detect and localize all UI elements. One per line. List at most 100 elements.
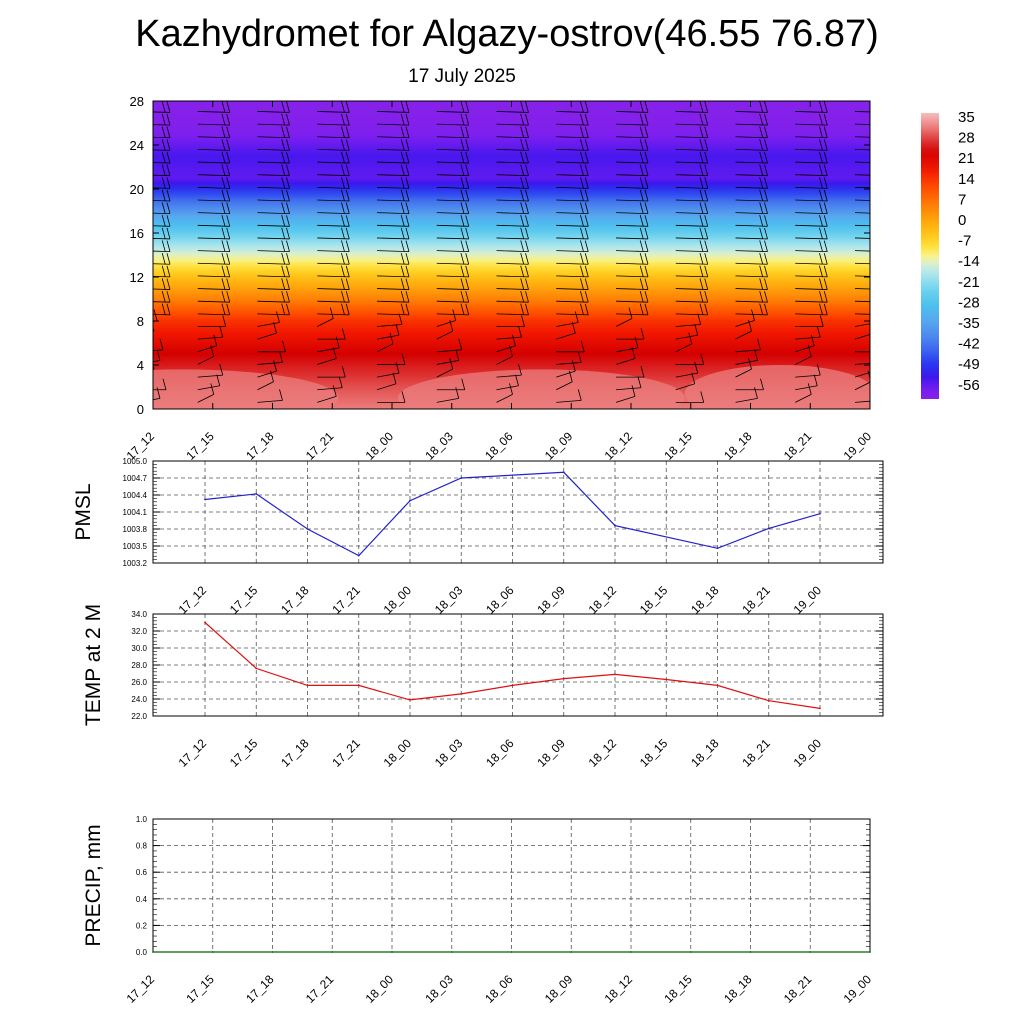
- data-point: [409, 499, 411, 502]
- wind-barb: [436, 278, 470, 290]
- wind-barb: [615, 303, 649, 316]
- wind-barb: [257, 351, 283, 365]
- wind-barb: [615, 227, 649, 240]
- colorbar-label: 28: [958, 130, 975, 147]
- data-point: [204, 621, 206, 624]
- wind-barb: [615, 202, 649, 215]
- wind-barb: [496, 189, 529, 202]
- wind-barb: [436, 357, 454, 378]
- wind-barb: [795, 164, 828, 177]
- warm-surface-spots: [153, 365, 870, 409]
- wind-barb: [197, 164, 231, 177]
- y-tick-label: 0.4: [136, 895, 148, 904]
- wind-barb: [436, 290, 470, 303]
- wind-barb: [735, 177, 768, 189]
- x-tick-label: 17_18: [278, 583, 312, 617]
- wind-barb: [317, 376, 343, 391]
- wind-barb: [556, 151, 589, 164]
- wind-barb: [197, 383, 215, 403]
- y-tick-label: 22.0: [131, 712, 147, 721]
- wind-barb: [317, 347, 337, 365]
- wind-barb: [556, 101, 589, 113]
- wind-barb: [496, 101, 529, 113]
- y-tick-label: 0.0: [136, 948, 148, 957]
- wind-barb: [556, 189, 589, 202]
- data-point: [450, 951, 453, 953]
- data-point: [255, 492, 258, 495]
- wind-barb: [615, 278, 649, 290]
- y-tick-label: 0.2: [136, 921, 148, 930]
- y-tick-label: 1004.1: [123, 508, 148, 517]
- wind-barb: [735, 338, 761, 353]
- data-point: [767, 527, 770, 530]
- data-point: [204, 498, 206, 501]
- x-tick-label: 18_15: [661, 972, 695, 1006]
- wind-barb: [854, 161, 870, 163]
- wind-barb: [854, 237, 870, 239]
- wind-barb: [153, 113, 171, 126]
- y-tick-label: 24.0: [131, 695, 147, 704]
- wind-barb: [317, 303, 350, 316]
- wind-barb: [376, 240, 410, 252]
- y-tick-label: 1.0: [136, 815, 148, 824]
- wind-barb: [616, 365, 645, 378]
- wind-barb: [496, 164, 529, 177]
- wind-barb: [855, 351, 870, 353]
- wind-barb: [615, 126, 649, 139]
- wind-barb: [376, 113, 410, 126]
- wind-barb: [854, 323, 870, 327]
- wind-barb: [377, 353, 406, 365]
- wind-barb: [556, 202, 589, 215]
- wind-barb: [153, 303, 171, 316]
- data-point: [562, 677, 565, 680]
- wind-barb: [556, 303, 589, 316]
- wind-barb: [615, 385, 636, 403]
- wind-barb: [854, 174, 870, 176]
- x-tick-label: 18_12: [586, 583, 620, 617]
- wind-barb: [436, 349, 460, 365]
- wind-barb: [436, 164, 470, 177]
- wind-barb: [854, 136, 870, 138]
- pmsl-chart: 1003.2 1003.5 1003.8 1004.1 1004.4 1004.7 1005…: [72, 457, 884, 617]
- y-axis-label: TEMP at 2 M: [82, 604, 105, 726]
- wind-barb: [436, 189, 470, 202]
- wind-barb: [197, 215, 231, 227]
- wind-barb: [496, 252, 529, 265]
- data-point: [306, 528, 309, 530]
- wind-barb: [257, 359, 277, 378]
- x-tick-label: 18_06: [482, 972, 516, 1006]
- x-tick-label: 19_00: [841, 972, 875, 1006]
- wind-barb: [496, 383, 513, 403]
- wind-barb: [197, 139, 231, 151]
- x-tick-label: 18_21: [781, 972, 815, 1006]
- wind-barb: [376, 101, 410, 113]
- wind-barb: [436, 101, 470, 113]
- y-tick-label: 1003.8: [123, 525, 148, 534]
- cross-section-y-axis: 0 4 8 12 16 20 24 28: [130, 94, 870, 417]
- x-tick-label: 18_18: [688, 583, 722, 617]
- data-point: [665, 678, 668, 681]
- data-point: [570, 951, 573, 953]
- wind-barb: [153, 240, 171, 252]
- data-point: [357, 684, 360, 687]
- wind-barb: [615, 189, 649, 202]
- wind-barb: [556, 389, 582, 403]
- wind-barb: [153, 151, 171, 164]
- wind-barb: [153, 101, 171, 113]
- wind-barb: [556, 311, 579, 327]
- wind-barb: [376, 313, 403, 327]
- wind-barb: [197, 363, 224, 378]
- wind-barb: [556, 252, 589, 265]
- wind-barb: [854, 288, 870, 290]
- wind-barb: [257, 322, 277, 340]
- wind-barb: [496, 215, 529, 227]
- wind-barb: [795, 303, 828, 316]
- wind-barb: [257, 113, 290, 126]
- wind-barb: [735, 202, 768, 215]
- wind-barb: [854, 186, 870, 189]
- wind-barb: [854, 262, 870, 265]
- wind-barb: [615, 290, 649, 303]
- wind-barb: [257, 189, 290, 202]
- wind-barb: [257, 278, 290, 290]
